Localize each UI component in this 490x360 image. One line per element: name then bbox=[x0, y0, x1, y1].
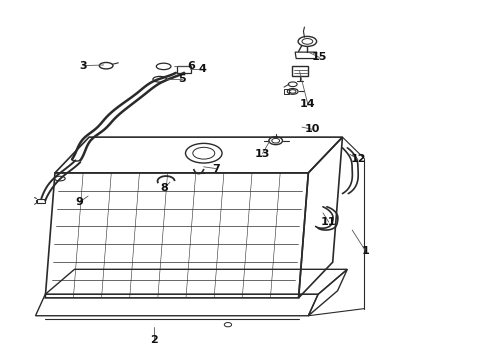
Text: 11: 11 bbox=[321, 217, 337, 227]
Text: 3: 3 bbox=[79, 61, 87, 71]
Text: 9: 9 bbox=[75, 197, 83, 207]
Text: 10: 10 bbox=[305, 124, 320, 134]
Text: 5: 5 bbox=[178, 74, 186, 84]
Text: 2: 2 bbox=[150, 335, 158, 345]
Text: 12: 12 bbox=[350, 154, 366, 164]
Text: 8: 8 bbox=[161, 183, 169, 193]
Text: 1: 1 bbox=[362, 247, 370, 256]
Text: 14: 14 bbox=[300, 99, 316, 109]
Text: 4: 4 bbox=[198, 64, 207, 74]
Text: 7: 7 bbox=[212, 163, 220, 174]
Text: 15: 15 bbox=[312, 53, 327, 63]
Text: 6: 6 bbox=[188, 62, 196, 71]
Text: 13: 13 bbox=[255, 149, 270, 158]
